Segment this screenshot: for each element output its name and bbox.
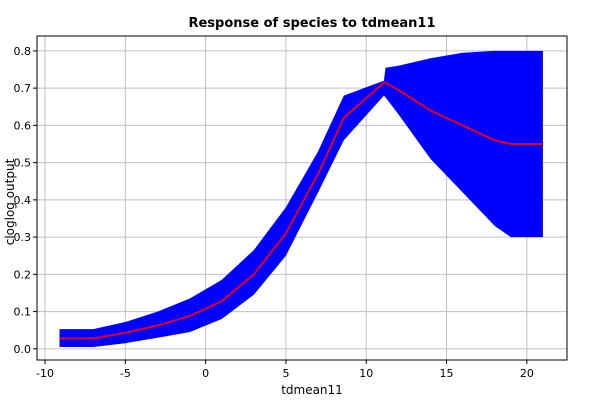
x-tick-label: 5 [282,367,289,380]
confidence-band [59,50,543,348]
x-tick-label: 20 [520,367,534,380]
y-tick-label: 0.5 [14,157,32,170]
y-tick-label: 0.2 [14,268,32,281]
y-tick-label: 0.6 [14,119,32,132]
x-tick-label: 10 [359,367,373,380]
chart-title: Response of species to tdmean11 [188,16,435,31]
x-tick-label: 15 [440,367,454,380]
confidence-band-layer [59,50,543,348]
x-axis-label: tdmean11 [281,383,343,397]
y-tick-label: 0.7 [14,82,32,95]
y-axis-label: cloglog output [3,158,17,245]
mean-response-line [59,81,543,340]
y-tick-label: 0.3 [14,231,32,244]
x-tick-label: 0 [202,367,209,380]
mean-line-layer [59,81,543,340]
x-axis: -10 -5 0 5 10 15 20 [36,360,534,380]
y-axis: 0.0 0.1 0.2 0.3 0.4 0.5 0.6 0.7 0.8 [14,45,37,356]
x-tick-label: -5 [120,367,131,380]
y-tick-label: 0.4 [14,194,32,207]
x-tick-label: -10 [36,367,54,380]
y-tick-label: 0.1 [14,306,32,319]
y-tick-label: 0.0 [14,343,32,356]
y-tick-label: 0.8 [14,45,32,58]
plot-frame [36,35,568,361]
